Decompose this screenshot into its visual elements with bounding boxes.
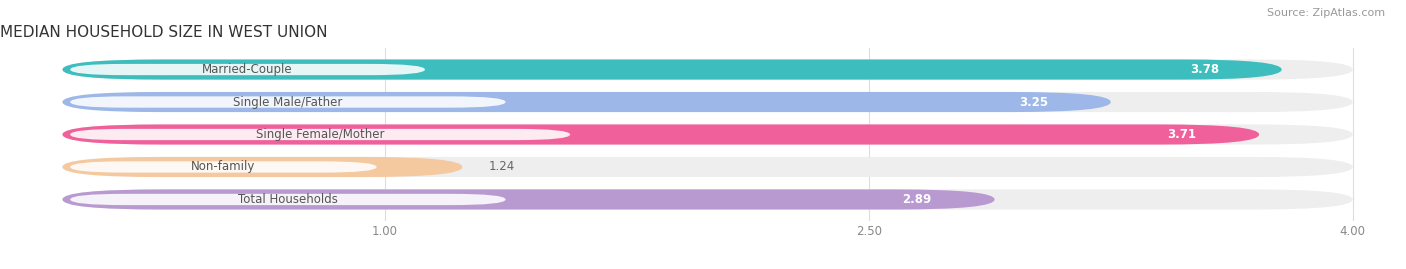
Text: Non-family: Non-family (191, 161, 256, 174)
FancyBboxPatch shape (62, 157, 1353, 177)
FancyBboxPatch shape (1143, 64, 1265, 75)
FancyBboxPatch shape (70, 64, 425, 75)
FancyBboxPatch shape (62, 92, 1353, 112)
FancyBboxPatch shape (62, 59, 1282, 80)
Text: 3.71: 3.71 (1167, 128, 1197, 141)
Text: Source: ZipAtlas.com: Source: ZipAtlas.com (1267, 8, 1385, 18)
FancyBboxPatch shape (70, 161, 377, 173)
FancyBboxPatch shape (856, 194, 979, 205)
FancyBboxPatch shape (62, 125, 1353, 144)
Text: MEDIAN HOUSEHOLD SIZE IN WEST UNION: MEDIAN HOUSEHOLD SIZE IN WEST UNION (0, 25, 328, 40)
FancyBboxPatch shape (972, 97, 1095, 108)
Text: 1.24: 1.24 (488, 161, 515, 174)
Text: Married-Couple: Married-Couple (202, 63, 292, 76)
Text: Single Male/Father: Single Male/Father (233, 95, 343, 108)
FancyBboxPatch shape (62, 189, 994, 210)
Text: 3.25: 3.25 (1019, 95, 1047, 108)
FancyBboxPatch shape (70, 96, 506, 108)
FancyBboxPatch shape (62, 92, 1111, 112)
FancyBboxPatch shape (62, 125, 1260, 144)
FancyBboxPatch shape (62, 59, 1353, 80)
FancyBboxPatch shape (70, 129, 571, 140)
FancyBboxPatch shape (1121, 129, 1243, 140)
Text: 2.89: 2.89 (903, 193, 932, 206)
Text: Total Households: Total Households (238, 193, 337, 206)
FancyBboxPatch shape (62, 157, 463, 177)
FancyBboxPatch shape (70, 194, 506, 205)
Text: 3.78: 3.78 (1189, 63, 1219, 76)
Text: Single Female/Mother: Single Female/Mother (256, 128, 384, 141)
FancyBboxPatch shape (62, 189, 1353, 210)
